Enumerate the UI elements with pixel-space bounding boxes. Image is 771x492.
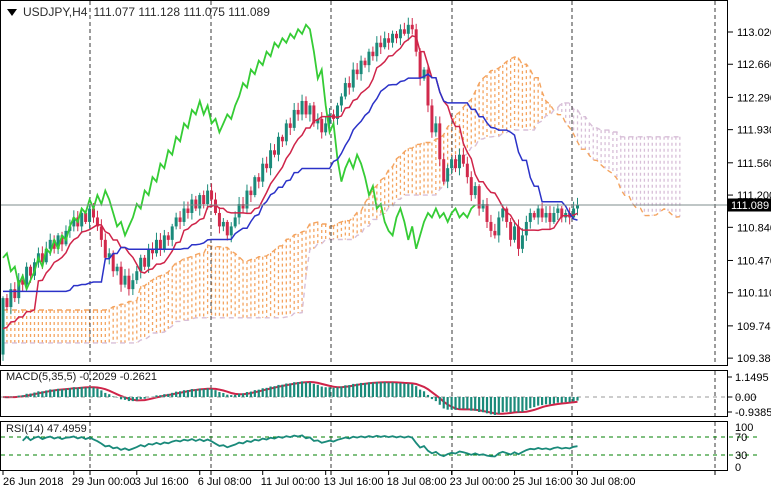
time-axis-label: 23 Jul 00:00: [450, 476, 510, 488]
price-axis-label: 109.380: [737, 353, 771, 365]
current-price-tag: 111.089: [728, 198, 771, 212]
time-axis-label: 25 Jul 16:00: [513, 476, 573, 488]
time-axis-label: 6 Jul 08:00: [198, 476, 252, 488]
current-price-value: 111.089: [731, 200, 769, 212]
senkou-span-a-line: [3, 56, 680, 311]
time-axis-label: 11 Jul 00:00: [261, 476, 320, 488]
rsi-axis-label: 70: [735, 432, 747, 444]
price-axis-label: 112.290: [737, 92, 771, 104]
time-axis-label: 30 Jul 08:00: [576, 476, 636, 488]
rsi-axis-label: 30: [735, 450, 747, 462]
price-axis-label: 109.740: [737, 321, 771, 333]
macd-axis: 1.1495 0.00 -0.9385: [728, 372, 771, 419]
time-axis-label: 13 Jul 16:00: [324, 476, 384, 488]
rsi-axis-label: 100: [735, 422, 753, 434]
time-axis-label: 29 Jun 00:00: [72, 476, 136, 488]
time-axis: 26 Jun 2018 29 Jun 00:00 3 Jul 16:00 6 Jul …: [2, 471, 716, 488]
candles: [1, 17, 580, 361]
price-axis-label: 113.020: [737, 27, 771, 39]
senkou-span-b-line: [3, 102, 680, 344]
price-axis-label: 110.110: [737, 288, 771, 300]
macd-axis-label: 1.1495: [735, 372, 769, 384]
rsi-levels: [1, 436, 757, 456]
time-axis-label: 3 Jul 16:00: [135, 476, 189, 488]
rsi-axis-label: 0: [735, 462, 741, 474]
kijun-sen-line: [3, 73, 578, 293]
price-axis-label: 111.560: [737, 158, 771, 170]
symbol-dropdown-icon[interactable]: [7, 8, 17, 16]
macd-axis-label: 0.00: [735, 392, 756, 404]
price-axis-label: 111.930: [737, 125, 771, 137]
ichimoku-cloud: [2, 56, 681, 344]
macd-indicator-label: MACD(5,35,5) -0.2029 -0.2621: [6, 371, 158, 383]
panel-borders: [0, 0, 728, 471]
chart-title-bar: USDJPY,H4 111.077 111.128 111.075 111.08…: [7, 5, 270, 19]
ohlc-values: 111.077 111.128 111.075 111.089: [93, 5, 270, 19]
symbol-title: USDJPY,H4: [23, 5, 88, 19]
rsi-line: [22, 434, 578, 458]
rsi-panel: [22, 434, 578, 458]
chikou-span-line: [2, 23, 476, 292]
macd-axis-label: -0.9385: [735, 407, 771, 419]
price-axis-label: 110.470: [737, 255, 771, 267]
time-axis-label: 26 Jun 2018: [3, 476, 64, 488]
tenkan-sen-line: [2, 34, 578, 330]
macd-histogram: [5, 381, 579, 415]
price-axis: 113.020112.660112.290111.930111.560111.2…: [728, 27, 771, 365]
price-axis-label: 110.840: [737, 222, 771, 234]
ichimoku-lines: [2, 23, 578, 330]
time-axis-label: 18 Jul 08:00: [387, 476, 447, 488]
rsi-indicator-label: RSI(14) 47.4959: [6, 423, 87, 435]
price-axis-label: 112.660: [737, 59, 771, 71]
grid-lines: [89, 1, 716, 470]
